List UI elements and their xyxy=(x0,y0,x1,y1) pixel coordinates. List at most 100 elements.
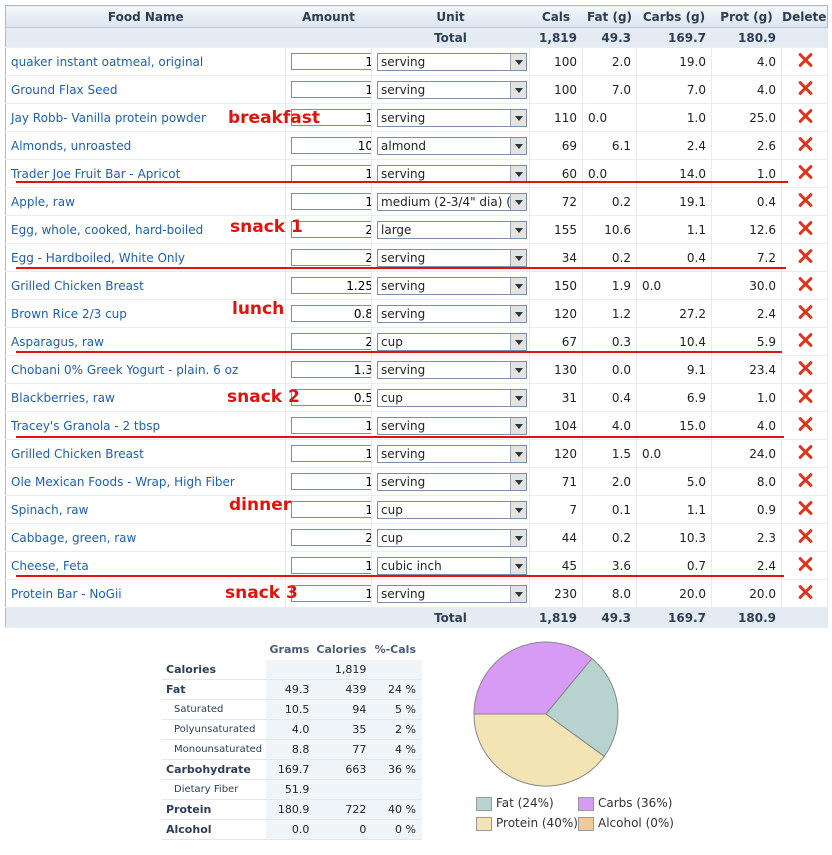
delete-x-icon[interactable] xyxy=(797,444,813,460)
amount-input[interactable] xyxy=(291,445,371,462)
amount-input[interactable] xyxy=(291,305,371,322)
delete-x-icon[interactable] xyxy=(797,528,813,544)
col-carbs[interactable]: Carbs (g) xyxy=(636,5,712,28)
chevron-down-icon[interactable] xyxy=(510,389,526,406)
chevron-down-icon[interactable] xyxy=(510,277,526,294)
delete-x-icon[interactable] xyxy=(797,164,813,180)
food-name-link[interactable]: Cheese, Feta xyxy=(11,558,89,573)
food-name-link[interactable]: Asparagus, raw xyxy=(11,334,104,349)
chevron-down-icon[interactable] xyxy=(510,137,526,154)
food-name-link[interactable]: Spinach, raw xyxy=(11,502,89,517)
unit-dropdown[interactable]: almond xyxy=(377,136,527,155)
unit-dropdown[interactable]: cup xyxy=(377,388,527,407)
food-name-link[interactable]: Grilled Chicken Breast xyxy=(11,446,144,461)
delete-x-icon[interactable] xyxy=(797,52,813,68)
chevron-down-icon[interactable] xyxy=(510,445,526,462)
amount-input[interactable] xyxy=(291,333,371,350)
food-name-link[interactable]: Tracey's Granola - 2 tbsp xyxy=(11,418,161,433)
delete-x-icon[interactable] xyxy=(797,276,813,292)
unit-dropdown[interactable]: serving xyxy=(377,164,527,183)
chevron-down-icon[interactable] xyxy=(510,585,526,602)
food-name-link[interactable]: Apple, raw xyxy=(11,194,75,209)
delete-x-icon[interactable] xyxy=(797,220,813,236)
amount-input[interactable] xyxy=(291,165,371,182)
col-cals[interactable]: Cals xyxy=(529,5,583,28)
food-name-link[interactable]: Jay Robb- Vanilla protein powder xyxy=(11,110,206,125)
amount-input[interactable] xyxy=(291,249,371,266)
amount-input[interactable] xyxy=(291,53,371,70)
chevron-down-icon[interactable] xyxy=(510,361,526,378)
col-prot[interactable]: Prot (g) xyxy=(711,5,782,28)
food-name-link[interactable]: Cabbage, green, raw xyxy=(11,530,137,545)
chevron-down-icon[interactable] xyxy=(510,221,526,238)
food-name-link[interactable]: Chobani 0% Greek Yogurt - plain. 6 oz xyxy=(11,362,239,377)
unit-dropdown[interactable]: cup xyxy=(377,528,527,547)
amount-input[interactable] xyxy=(291,277,371,294)
unit-dropdown[interactable]: serving xyxy=(377,304,527,323)
unit-dropdown[interactable]: medium (2-3/4" dia) (a xyxy=(377,192,527,211)
col-food-name[interactable]: Food Name xyxy=(5,5,286,28)
delete-x-icon[interactable] xyxy=(797,472,813,488)
food-name-link[interactable]: Blackberries, raw xyxy=(11,390,115,405)
unit-dropdown[interactable]: cubic inch xyxy=(377,556,527,575)
amount-input[interactable] xyxy=(291,193,371,210)
delete-x-icon[interactable] xyxy=(797,332,813,348)
unit-dropdown[interactable]: large xyxy=(377,220,527,239)
amount-input[interactable] xyxy=(291,137,371,154)
food-name-link[interactable]: Ground Flax Seed xyxy=(11,82,118,97)
delete-x-icon[interactable] xyxy=(797,584,813,600)
delete-x-icon[interactable] xyxy=(797,304,813,320)
chevron-down-icon[interactable] xyxy=(510,165,526,182)
unit-dropdown[interactable]: cup xyxy=(377,332,527,351)
chevron-down-icon[interactable] xyxy=(510,557,526,574)
chevron-down-icon[interactable] xyxy=(510,417,526,434)
chevron-down-icon[interactable] xyxy=(510,305,526,322)
delete-x-icon[interactable] xyxy=(797,136,813,152)
amount-input[interactable] xyxy=(291,389,371,406)
delete-x-icon[interactable] xyxy=(797,416,813,432)
food-name-link[interactable]: Protein Bar - NoGii xyxy=(11,586,122,601)
delete-x-icon[interactable] xyxy=(797,360,813,376)
unit-dropdown[interactable]: serving xyxy=(377,472,527,491)
col-fat[interactable]: Fat (g) xyxy=(582,5,637,28)
amount-input[interactable] xyxy=(291,557,371,574)
unit-dropdown[interactable]: serving xyxy=(377,276,527,295)
food-name-link[interactable]: Almonds, unroasted xyxy=(11,138,132,153)
delete-x-icon[interactable] xyxy=(797,388,813,404)
amount-input[interactable] xyxy=(291,109,371,126)
chevron-down-icon[interactable] xyxy=(510,333,526,350)
amount-input[interactable] xyxy=(291,81,371,98)
food-name-link[interactable]: Trader Joe Fruit Bar - Apricot xyxy=(11,166,181,181)
chevron-down-icon[interactable] xyxy=(510,109,526,126)
col-unit[interactable]: Unit xyxy=(371,5,530,28)
amount-input[interactable] xyxy=(291,529,371,546)
food-name-link[interactable]: Brown Rice 2/3 cup xyxy=(11,306,127,321)
amount-input[interactable] xyxy=(291,585,371,602)
unit-dropdown[interactable]: serving xyxy=(377,416,527,435)
amount-input[interactable] xyxy=(291,221,371,238)
delete-x-icon[interactable] xyxy=(797,500,813,516)
unit-dropdown[interactable]: serving xyxy=(377,584,527,603)
chevron-down-icon[interactable] xyxy=(510,529,526,546)
chevron-down-icon[interactable] xyxy=(510,473,526,490)
unit-dropdown[interactable]: serving xyxy=(377,52,527,71)
delete-x-icon[interactable] xyxy=(797,108,813,124)
chevron-down-icon[interactable] xyxy=(510,81,526,98)
food-name-link[interactable]: Egg - Hardboiled, White Only xyxy=(11,250,185,265)
chevron-down-icon[interactable] xyxy=(510,53,526,70)
unit-dropdown[interactable]: serving xyxy=(377,108,527,127)
unit-dropdown[interactable]: serving xyxy=(377,80,527,99)
chevron-down-icon[interactable] xyxy=(510,501,526,518)
food-name-link[interactable]: quaker instant oatmeal, original xyxy=(11,54,204,69)
food-name-link[interactable]: Egg, whole, cooked, hard-boiled xyxy=(11,222,204,237)
amount-input[interactable] xyxy=(291,417,371,434)
delete-x-icon[interactable] xyxy=(797,556,813,572)
amount-input[interactable] xyxy=(291,473,371,490)
amount-input[interactable] xyxy=(291,501,371,518)
delete-x-icon[interactable] xyxy=(797,248,813,264)
col-amount[interactable]: Amount xyxy=(285,5,372,28)
chevron-down-icon[interactable] xyxy=(510,249,526,266)
unit-dropdown[interactable]: serving xyxy=(377,360,527,379)
delete-x-icon[interactable] xyxy=(797,80,813,96)
unit-dropdown[interactable]: serving xyxy=(377,444,527,463)
